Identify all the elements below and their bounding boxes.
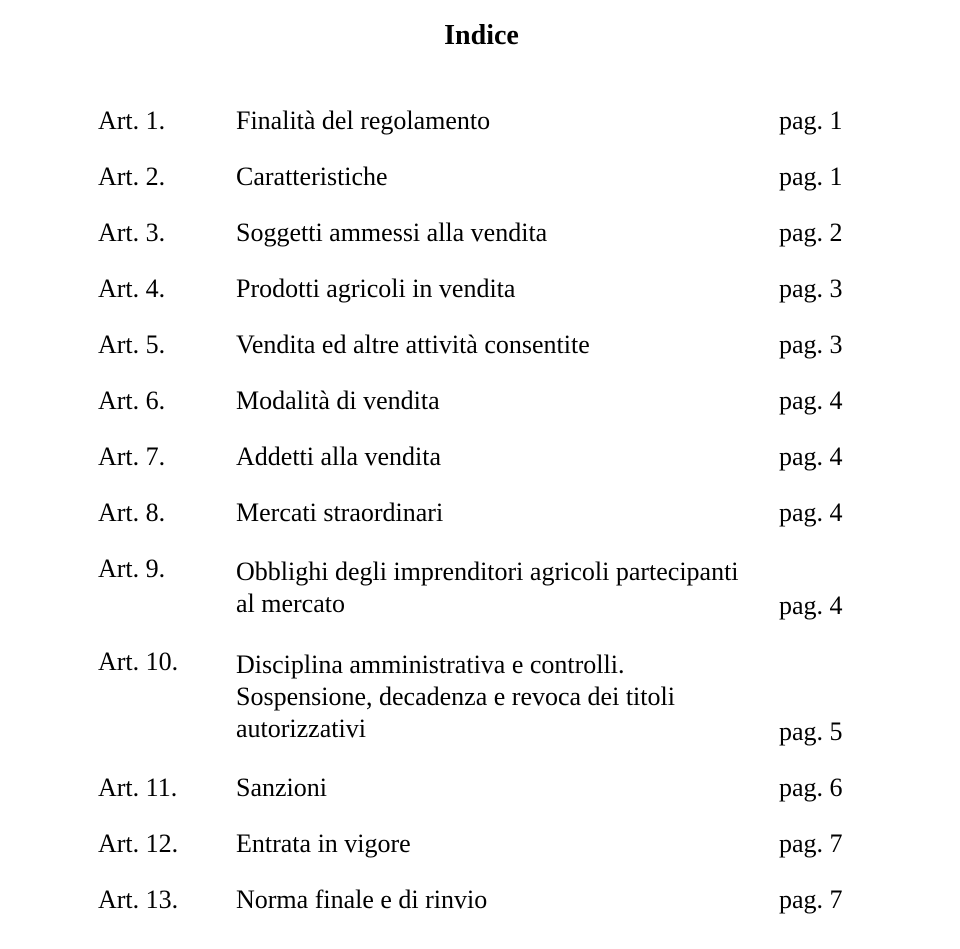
toc-description: Soggetti ammessi alla vendita (236, 220, 779, 246)
toc-article: Art. 2. (98, 164, 236, 190)
toc-page: pag. 4 (779, 500, 865, 526)
toc-description: Vendita ed altre attività consentite (236, 332, 779, 358)
toc-article: Art. 8. (98, 500, 236, 526)
toc-row: Art. 10. Disciplina amministrativa e con… (98, 649, 865, 744)
toc-page: pag. 4 (779, 388, 865, 414)
toc-article: Art. 7. (98, 444, 236, 470)
toc-page: pag. 1 (779, 164, 865, 190)
toc-row: Art. 3. Soggetti ammessi alla vendita pa… (98, 220, 865, 246)
toc-page: pag. 5 (779, 719, 865, 745)
toc-article: Art. 9. (98, 556, 236, 582)
toc-page: pag. 3 (779, 332, 865, 358)
toc-description: Modalità di vendita (236, 388, 779, 414)
toc-description: Entrata in vigore (236, 831, 779, 857)
toc-article: Art. 13. (98, 887, 236, 913)
toc-page: pag. 7 (779, 831, 865, 857)
toc-row: Art. 9. Obblighi degli imprenditori agri… (98, 556, 865, 619)
toc-article: Art. 6. (98, 388, 236, 414)
toc-description: Finalità del regolamento (236, 108, 779, 134)
toc-row: Art. 8. Mercati straordinari pag. 4 (98, 500, 865, 526)
page-title: Indice (98, 20, 865, 52)
toc-page: pag. 3 (779, 276, 865, 302)
toc-page: pag. 7 (779, 887, 865, 913)
toc-row: Art. 1. Finalità del regolamento pag. 1 (98, 108, 865, 134)
toc-article: Art. 5. (98, 332, 236, 358)
toc-row: Art. 12. Entrata in vigore pag. 7 (98, 831, 865, 857)
toc-description: Addetti alla vendita (236, 444, 779, 470)
toc-article: Art. 4. (98, 276, 236, 302)
toc-description: Prodotti agricoli in vendita (236, 276, 779, 302)
toc-description: Obblighi degli imprenditori agricoli par… (236, 556, 779, 619)
toc-page: pag. 4 (779, 593, 865, 619)
toc-row: Art. 4. Prodotti agricoli in vendita pag… (98, 276, 865, 302)
toc-row: Art. 11. Sanzioni pag. 6 (98, 775, 865, 801)
toc-row: Art. 7. Addetti alla vendita pag. 4 (98, 444, 865, 470)
toc-page: pag. 1 (779, 108, 865, 134)
toc-description: Caratteristiche (236, 164, 779, 190)
toc-row: Art. 2. Caratteristiche pag. 1 (98, 164, 865, 190)
document-page: Indice Art. 1. Finalità del regolamento … (0, 0, 960, 949)
toc-description: Norma finale e di rinvio (236, 887, 779, 913)
toc-article: Art. 12. (98, 831, 236, 857)
toc-article: Art. 1. (98, 108, 236, 134)
toc-article: Art. 11. (98, 775, 236, 801)
toc-article: Art. 10. (98, 649, 236, 675)
toc-article: Art. 3. (98, 220, 236, 246)
toc-page: pag. 6 (779, 775, 865, 801)
toc-description: Disciplina amministrativa e controlli. S… (236, 649, 779, 744)
toc-row: Art. 13. Norma finale e di rinvio pag. 7 (98, 887, 865, 913)
toc-row: Art. 5. Vendita ed altre attività consen… (98, 332, 865, 358)
toc-description: Mercati straordinari (236, 500, 779, 526)
toc-description: Sanzioni (236, 775, 779, 801)
toc-page: pag. 2 (779, 220, 865, 246)
table-of-contents: Art. 1. Finalità del regolamento pag. 1 … (98, 108, 865, 913)
toc-page: pag. 4 (779, 444, 865, 470)
toc-row: Art. 6. Modalità di vendita pag. 4 (98, 388, 865, 414)
